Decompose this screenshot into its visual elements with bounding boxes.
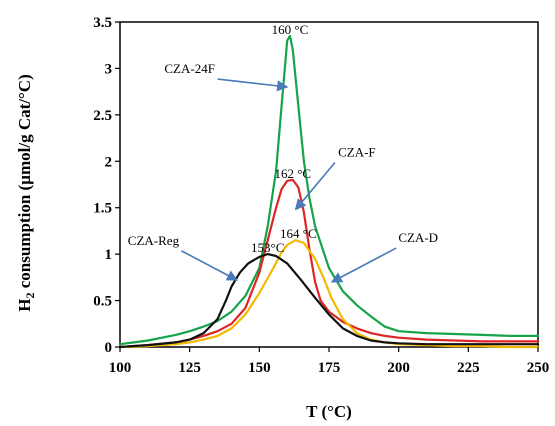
series-line-cza-reg bbox=[118, 253, 540, 349]
series-callout-label: CZA-24F bbox=[164, 61, 215, 76]
y-tick-label: 1.5 bbox=[93, 201, 112, 217]
callout-arrow bbox=[294, 162, 336, 211]
callout-arrow bbox=[181, 250, 239, 281]
y-tick-label: 3 bbox=[105, 61, 113, 77]
x-axis-ticks: 100 125 150 175 200 225 250 bbox=[109, 347, 550, 376]
peak-label: 160 °C bbox=[272, 22, 309, 37]
y-tick-label: 2.5 bbox=[93, 108, 112, 124]
y-tick-label: 0 bbox=[105, 340, 113, 356]
y-tick-label: 2 bbox=[105, 154, 113, 170]
series-callout-label: CZA-D bbox=[398, 230, 438, 245]
peak-label: 164 °C bbox=[280, 226, 317, 241]
y-axis-ticks: 0 0.5 1 1.5 2 2.5 3 3.5 bbox=[93, 15, 120, 356]
y-tick-label: 3.5 bbox=[93, 15, 112, 31]
y-tick-label: 1 bbox=[105, 247, 113, 263]
y-axis-title-subscript: 2 bbox=[23, 293, 37, 299]
callout-arrow bbox=[217, 78, 289, 92]
x-tick-label: 100 bbox=[109, 360, 132, 376]
y-axis-title-prefix: H bbox=[15, 299, 34, 312]
series-callout-label: CZA-Reg bbox=[128, 233, 180, 248]
x-tick-label: 150 bbox=[248, 360, 271, 376]
peak-label: 162 °C bbox=[274, 166, 311, 181]
arrow-layer bbox=[181, 78, 397, 283]
peak-label: 153°C bbox=[251, 240, 284, 255]
y-axis-title-rest: consumption (µmol/g Cat/°C) bbox=[15, 74, 34, 292]
y-tick-label: 0.5 bbox=[93, 294, 112, 310]
series-line-cza-24f bbox=[118, 34, 540, 346]
x-tick-label: 175 bbox=[318, 360, 341, 376]
callout-arrow bbox=[330, 247, 397, 283]
series-callout-label: CZA-F bbox=[338, 145, 376, 160]
x-tick-label: 125 bbox=[178, 360, 201, 376]
x-axis-title: T (°C) bbox=[306, 402, 352, 421]
x-tick-label: 200 bbox=[387, 360, 410, 376]
x-tick-label: 250 bbox=[527, 360, 550, 376]
x-tick-label: 225 bbox=[457, 360, 480, 376]
y-axis-title: H2 consumption (µmol/g Cat/°C) bbox=[15, 74, 37, 311]
